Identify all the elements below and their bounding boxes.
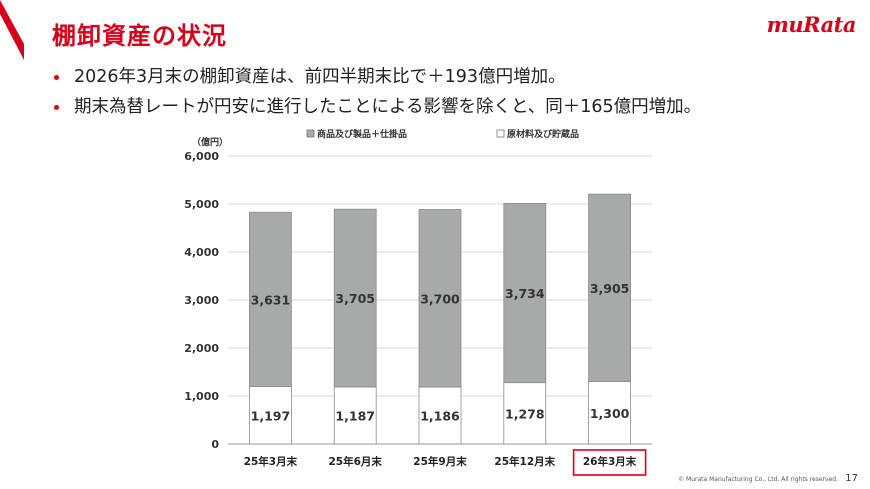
bar-segment-raw-materials: [333, 386, 377, 445]
murata-logo: muRata: [766, 12, 857, 37]
data-label-raw-materials: 1,186: [420, 409, 460, 424]
page-title: 棚卸資産の状況: [52, 22, 227, 50]
data-label-raw-materials: 1,187: [335, 409, 375, 424]
corner-accent: [0, 0, 24, 60]
x-tick-label: 26年3月末: [583, 455, 637, 468]
y-tick-label: 0: [211, 438, 219, 451]
x-tick-label: 25年12月末: [494, 455, 555, 468]
data-label-products-wip: 3,905: [590, 281, 630, 296]
bar-segment-products-wip: [588, 193, 631, 383]
bar-segment-products-wip: [333, 208, 377, 388]
highlight-box: [572, 449, 647, 476]
data-label-products-wip: 3,631: [251, 292, 291, 307]
legend-swatch: [306, 129, 315, 138]
unit-label: （億円）: [192, 136, 228, 148]
data-label-products-wip: 3,700: [420, 291, 460, 306]
bar-segment-products-wip: [503, 203, 547, 384]
y-tick-label: 6,000: [184, 150, 219, 163]
y-tick-label: 5,000: [184, 198, 219, 211]
page-number: 17: [845, 473, 858, 484]
bullet-list: 2026年3月末の棚卸資産は、前四半期末比で＋193億円増加。 期末為替レートが…: [52, 62, 701, 122]
bullet-item: 期末為替レートが円安に進行したことによる影響を除くと、同＋165億円増加。: [52, 92, 701, 122]
y-tick-label: 2,000: [184, 342, 219, 355]
data-label-raw-materials: 1,300: [590, 406, 630, 421]
x-tick-label: 25年9月末: [413, 455, 467, 468]
bar-segment-raw-materials: [588, 381, 631, 445]
legend-swatch: [496, 129, 505, 138]
bar-segment-raw-materials: [418, 386, 462, 445]
copyright-footer: © Murata Manufacturing Co., Ltd. All rig…: [678, 476, 838, 483]
bullet-item: 2026年3月末の棚卸資産は、前四半期末比で＋193億円増加。: [52, 62, 701, 92]
bar-segment-products-wip: [418, 209, 462, 388]
legend-label: 商品及び製品＋仕掛品: [317, 128, 407, 140]
y-tick-label: 1,000: [184, 390, 219, 403]
bar-segment-products-wip: [248, 211, 292, 387]
data-label-products-wip: 3,734: [505, 286, 545, 301]
x-tick-label: 25年3月末: [244, 455, 298, 468]
bar-segment-raw-materials: [503, 382, 547, 445]
data-label-raw-materials: 1,197: [251, 408, 291, 423]
y-tick-label: 3,000: [184, 294, 219, 307]
data-label-products-wip: 3,705: [335, 291, 375, 306]
legend-label: 原材料及び貯蔵品: [507, 128, 579, 140]
data-label-raw-materials: 1,278: [505, 406, 545, 421]
y-tick-label: 4,000: [184, 246, 219, 259]
x-tick-label: 25年6月末: [328, 455, 382, 468]
